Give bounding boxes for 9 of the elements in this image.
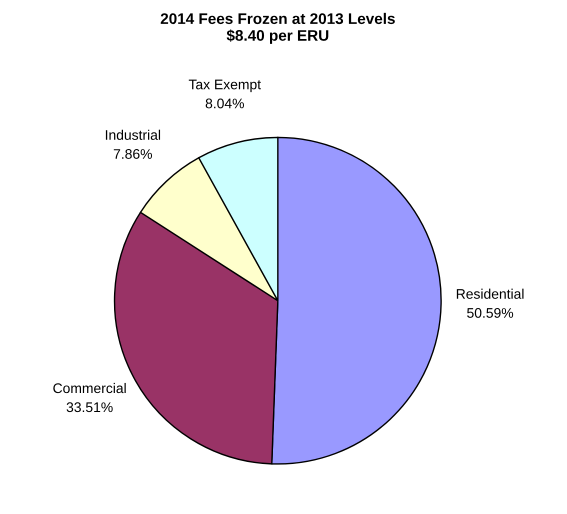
- data-label: 7.86%: [114, 149, 152, 159]
- slice-label: Tax Exempt: [188, 80, 261, 92]
- data-label: 8.04%: [206, 98, 244, 108]
- data-label: 50.59%: [467, 308, 514, 318]
- slice-label: Industrial: [106, 130, 160, 140]
- chart-title: 2014 Fees Frozen at 2013 Levels $8.40 per ERU: [160, 12, 395, 44]
- slice-label: Commercial: [53, 382, 126, 394]
- data-label: 33.51%: [66, 402, 113, 412]
- slice-label: Residential: [456, 288, 524, 299]
